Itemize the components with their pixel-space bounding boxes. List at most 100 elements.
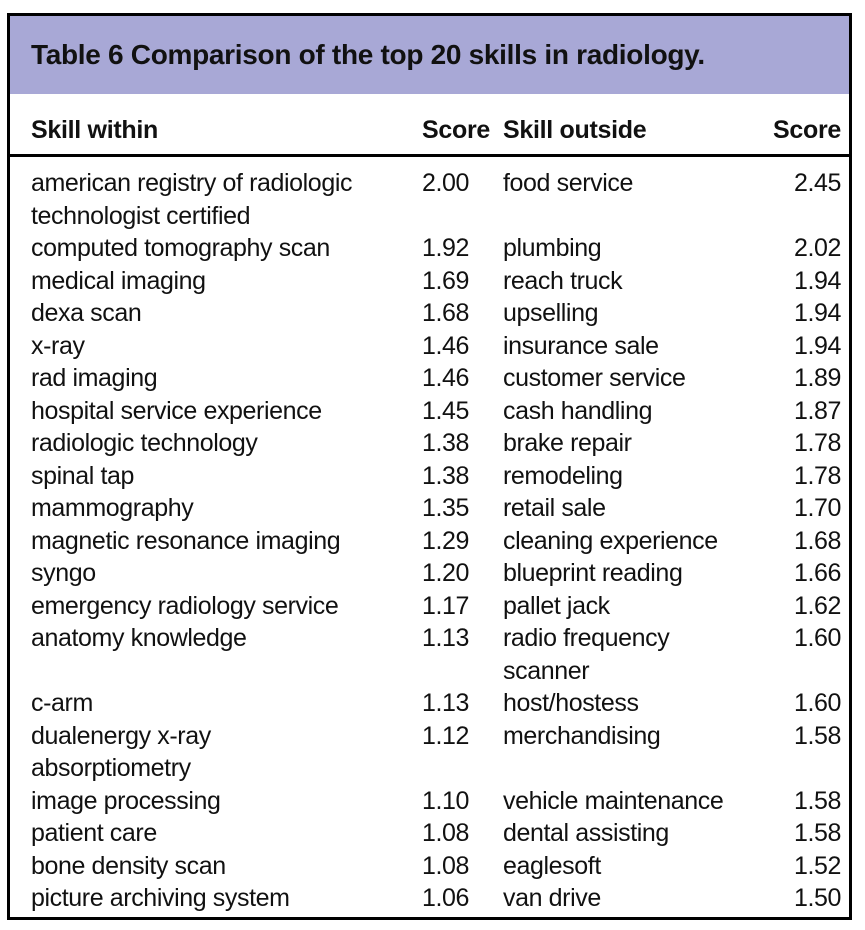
skill-within-cell: picture archiving system — [31, 884, 290, 912]
skill-outside-cell: merchandising — [503, 721, 661, 750]
skill-within-cell: medical imaging — [31, 266, 206, 295]
table-row: image processing 1.10 vehicle maintenanc… — [10, 785, 849, 818]
score-outside-cell: 1.87 — [793, 396, 841, 425]
table-title-band: Table 6 Comparison of the top 20 skills … — [10, 16, 849, 94]
score-outside-cell: 1.78 — [793, 429, 841, 457]
col-header-skill-within: Skill within — [10, 94, 422, 157]
score-within-cell: 1.35 — [422, 494, 470, 522]
score-outside-cell: 1.60 — [793, 689, 841, 717]
skill-outside-cell: retail sale — [503, 494, 606, 522]
score-outside-cell: 1.94 — [793, 266, 841, 295]
skill-within-cell: spinal tap — [31, 461, 135, 490]
table-row: medical imaging 1.69 reach truck 1.94 — [10, 265, 849, 298]
skill-within-cell: c-arm — [31, 689, 93, 717]
skill-within-cell: dualenergy x-ray absorptiometry — [31, 721, 211, 783]
table-row: anatomy knowledge 1.13 radio frequency s… — [10, 622, 849, 687]
score-outside-cell: 1.68 — [793, 526, 841, 555]
table-row: picture archiving system 1.06 van drive … — [10, 882, 849, 915]
score-within-cell: 1.12 — [422, 721, 470, 750]
score-within-cell: 2.00 — [422, 169, 470, 197]
score-within-cell: 1.92 — [422, 234, 470, 262]
table-row: hospital service experience 1.45 cash ha… — [10, 395, 849, 428]
table-row: patient care 1.08 dental assisting 1.58 — [10, 817, 849, 850]
col-header-skill-outside: Skill outside — [503, 94, 753, 157]
skill-within-cell: radiologic technology — [31, 429, 258, 457]
skill-within-cell: patient care — [31, 819, 157, 847]
score-outside-cell: 1.94 — [793, 299, 841, 327]
table-row: radiologic technology 1.38 brake repair … — [10, 427, 849, 460]
skill-within-cell: image processing — [31, 786, 221, 815]
score-within-cell: 1.20 — [422, 559, 470, 587]
skill-outside-cell: brake repair — [503, 429, 632, 457]
table-row: c-arm 1.13 host/hostess 1.60 — [10, 687, 849, 720]
table-row: x-ray 1.46 insurance sale 1.94 — [10, 330, 849, 363]
score-outside-cell: 1.94 — [793, 331, 841, 360]
skill-within-cell: american registry of radiologic technolo… — [31, 169, 353, 230]
skill-outside-cell: host/hostess — [503, 689, 639, 717]
score-outside-cell: 1.58 — [793, 819, 841, 847]
skill-outside-cell: customer service — [503, 364, 686, 392]
score-within-cell: 1.13 — [422, 624, 470, 652]
score-within-cell: 1.68 — [422, 299, 470, 327]
score-outside-cell: 1.62 — [793, 591, 841, 620]
skill-outside-cell: dental assisting — [503, 819, 669, 847]
col-header-score-within: Score — [422, 94, 503, 157]
score-outside-cell: 2.45 — [793, 169, 841, 197]
score-within-cell: 1.10 — [422, 786, 470, 815]
col-header-score-outside: Score — [753, 94, 849, 157]
score-outside-cell: 1.52 — [793, 851, 841, 880]
skill-outside-cell: eaglesoft — [503, 851, 601, 880]
skill-outside-cell: food service — [503, 169, 633, 197]
skill-outside-cell: cash handling — [503, 396, 653, 425]
table-row: syngo 1.20 blueprint reading 1.66 — [10, 557, 849, 590]
skill-outside-cell: blueprint reading — [503, 559, 683, 587]
skill-outside-cell: remodeling — [503, 461, 623, 490]
skill-outside-cell: reach truck — [503, 266, 623, 295]
table-title: Table 6 Comparison of the top 20 skills … — [31, 38, 705, 70]
table-frame: Table 6 Comparison of the top 20 skills … — [7, 13, 852, 920]
score-outside-cell: 2.02 — [793, 234, 841, 262]
score-outside-cell: 1.58 — [793, 786, 841, 815]
skill-outside-cell: vehicle maintenance — [503, 786, 724, 815]
table-row: dexa scan 1.68 upselling 1.94 — [10, 297, 849, 330]
score-within-cell: 1.46 — [422, 364, 470, 392]
skill-within-cell: syngo — [31, 559, 96, 587]
score-within-cell: 1.06 — [422, 884, 470, 912]
skill-within-cell: computed tomography scan — [31, 234, 330, 262]
score-outside-cell: 1.58 — [793, 721, 841, 750]
score-within-cell: 1.46 — [422, 331, 470, 360]
score-within-cell: 1.08 — [422, 851, 470, 880]
score-within-cell: 1.38 — [422, 429, 470, 457]
table-row: dualenergy x-ray absorptiometry 1.12 mer… — [10, 720, 849, 785]
skill-within-cell: rad imaging — [31, 364, 158, 392]
score-within-cell: 1.69 — [422, 266, 470, 295]
skill-outside-cell: cleaning experience — [503, 526, 718, 555]
table-row: computed tomography scan 1.92 plumbing 2… — [10, 232, 849, 265]
skill-outside-cell: plumbing — [503, 234, 602, 262]
table-row: american registry of radiologic technolo… — [10, 156, 849, 233]
skill-outside-cell: van drive — [503, 884, 601, 912]
skill-within-cell: dexa scan — [31, 299, 142, 327]
table-row: mammography 1.35 retail sale 1.70 — [10, 492, 849, 525]
score-within-cell: 1.45 — [422, 396, 470, 425]
skill-within-cell: mammography — [31, 494, 194, 522]
score-within-cell: 1.38 — [422, 461, 470, 490]
score-within-cell: 1.13 — [422, 689, 470, 717]
skill-within-cell: anatomy knowledge — [31, 624, 247, 652]
skill-within-cell: emergency radiology service — [31, 591, 339, 620]
skill-within-cell: magnetic resonance imaging — [31, 526, 341, 555]
skills-table: Skill within Score Skill outside Score a… — [10, 94, 849, 915]
skill-within-cell: bone density scan — [31, 851, 226, 880]
table-row: spinal tap 1.38 remodeling 1.78 — [10, 460, 849, 493]
skill-outside-cell: upselling — [503, 299, 599, 327]
skill-outside-cell: radio frequency scanner — [503, 624, 670, 685]
skill-outside-cell: insurance sale — [503, 331, 659, 360]
score-within-cell: 1.08 — [422, 819, 470, 847]
skill-within-cell: hospital service experience — [31, 396, 322, 425]
skill-outside-cell: pallet jack — [503, 591, 610, 620]
table-row: rad imaging 1.46 customer service 1.89 — [10, 362, 849, 395]
table-row: bone density scan 1.08 eaglesoft 1.52 — [10, 850, 849, 883]
score-within-cell: 1.17 — [422, 591, 470, 620]
score-outside-cell: 1.89 — [793, 364, 841, 392]
score-within-cell: 1.29 — [422, 526, 470, 555]
